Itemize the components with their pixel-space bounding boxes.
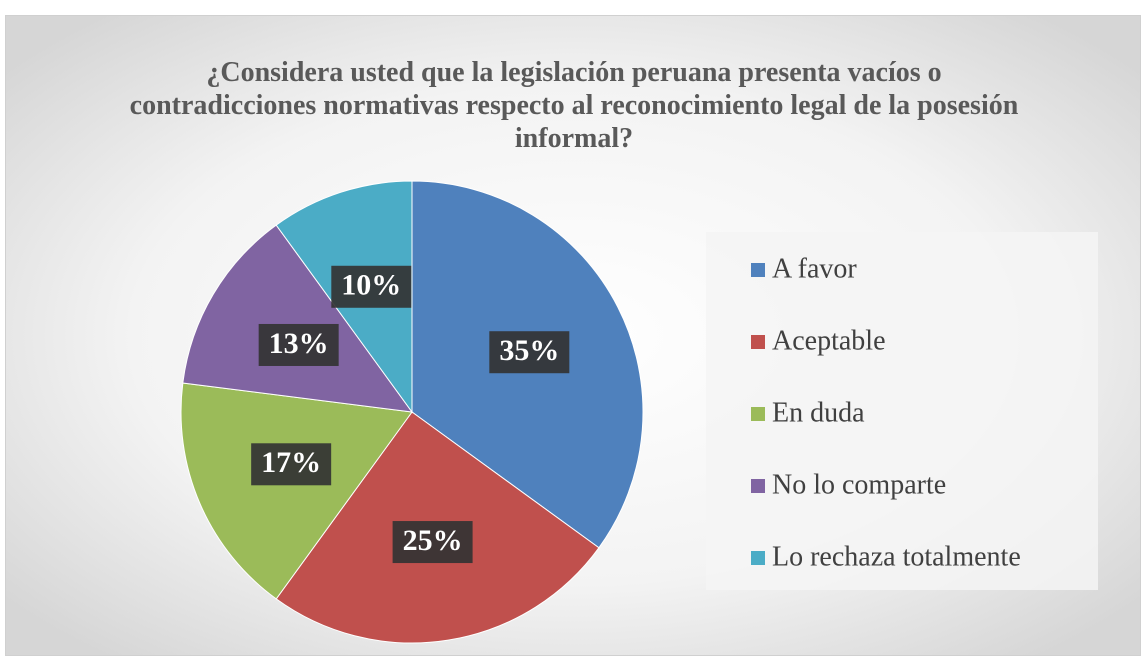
data-label: 35% — [499, 334, 559, 367]
pie-slice — [182, 224, 414, 413]
legend-label: No lo comparte — [772, 469, 946, 500]
legend-swatch — [751, 335, 765, 349]
legend-swatch — [751, 479, 765, 493]
data-label-box — [331, 265, 412, 308]
legend: A favor Aceptable En duda No lo comparte Lo … — [751, 253, 1021, 572]
data-label: 25% — [403, 524, 463, 557]
legend-label: Lo rechaza totalmente — [772, 541, 1021, 572]
pie-slice — [180, 382, 413, 600]
data-label-box — [258, 323, 339, 366]
data-label-box — [251, 443, 332, 486]
legend-label: En duda — [772, 397, 865, 428]
data-label: 17% — [261, 446, 321, 479]
legend-swatch — [751, 263, 765, 277]
legend-label: A favor — [772, 253, 857, 284]
data-label-box — [489, 331, 570, 374]
legend-box — [706, 232, 1098, 590]
legend-swatch — [751, 407, 765, 421]
pie — [180, 180, 644, 644]
data-labels: 35% 25% 17% 13% 10% — [251, 265, 570, 564]
data-label: 13% — [269, 327, 329, 360]
legend-label: Aceptable — [772, 325, 886, 356]
chart-title: ¿Considera usted que la legislación peru… — [129, 57, 1019, 154]
data-label: 10% — [341, 269, 401, 302]
legend-swatch — [751, 551, 765, 565]
data-label-box — [392, 521, 473, 564]
